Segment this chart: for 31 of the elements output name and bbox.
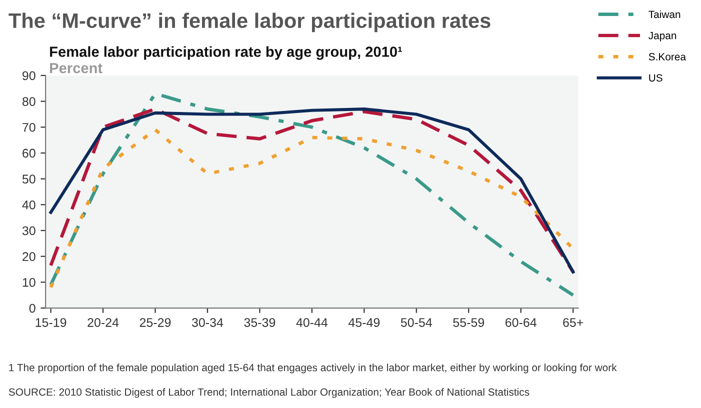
source-note: SOURCE: 2010 Statistic Digest of Labor Trend; International Labor Organization; Year Book of National Statistics (8, 388, 530, 398)
x-tick-label: 60-64 (506, 318, 536, 327)
y-tick-label: 10 (22, 278, 36, 287)
x-tick-label: 40-44 (296, 318, 328, 327)
x-tick-label: 25-29 (140, 318, 171, 327)
text: 1 The proportion of the female population aged 15-64 that engages actively in the labor market, either by working or looking for work (9, 364, 617, 374)
x-tick-label: 20-24 (88, 318, 119, 327)
legend-label: Japan (648, 32, 676, 42)
y-tick-label: 80 (22, 97, 36, 106)
legend-label: Taiwan (648, 10, 680, 18)
x-tick-label: 15-19 (36, 318, 66, 327)
legend-label: US (649, 74, 662, 82)
x-tick-label: 65+ (563, 318, 584, 327)
y-tick-label: 20 (22, 252, 36, 262)
x-tick-label: 45-49 (348, 318, 380, 327)
x-tick-label: 55-59 (453, 318, 484, 327)
x-tick-label: 30-34 (192, 318, 224, 327)
legend-label: S.Korea (648, 53, 686, 60)
y-axis-title: Percent (50, 63, 102, 74)
y-tick-label: 90 (22, 71, 36, 80)
chart-title: The “M-curve” in female labor participation rates (8, 12, 490, 32)
y-tick-label: 50 (22, 174, 36, 184)
y-tick-label: 60 (22, 148, 36, 158)
y-tick-label: 0 (29, 304, 36, 313)
y-tick-label: 30 (22, 226, 36, 236)
chart-subtitle: Female labor participation rate by age group, 2010¹ (50, 46, 402, 60)
x-tick-label: 50-54 (400, 318, 432, 327)
x-tick-label: 35-39 (244, 318, 276, 327)
y-tick-label: 70 (22, 122, 36, 132)
line-series (49, 92, 575, 297)
y-tick-label: 40 (22, 200, 36, 210)
